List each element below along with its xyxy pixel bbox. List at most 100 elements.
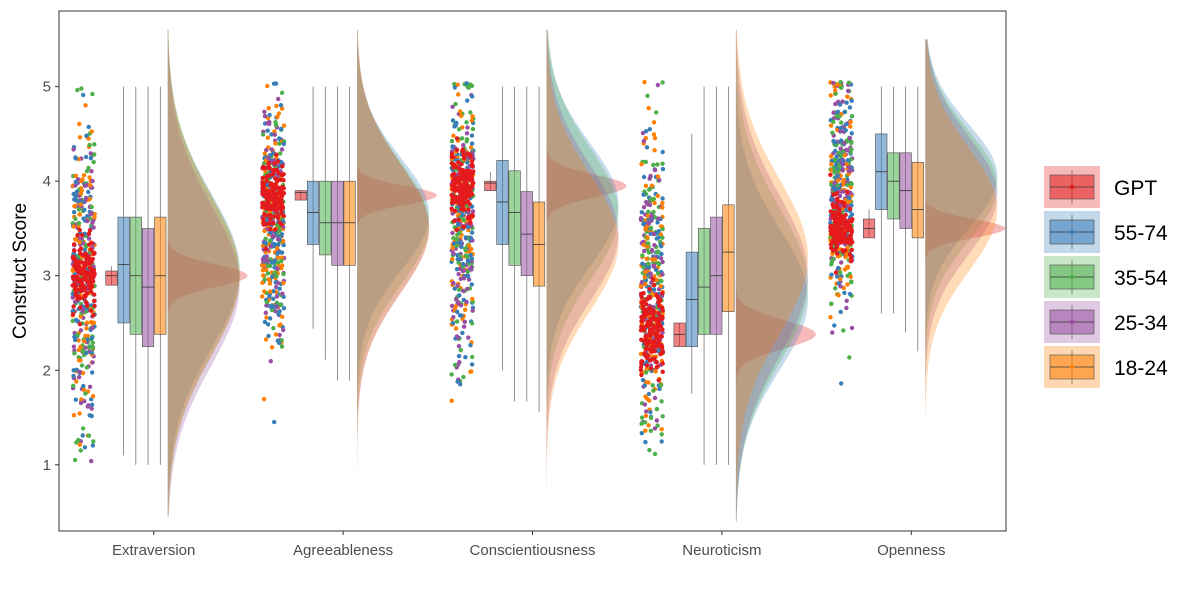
point-25-34 [844,305,849,311]
point-55-74 [639,431,644,436]
point-35-54 [655,260,661,266]
box [331,180,344,266]
point-35-54 [458,348,463,353]
point-18-24 [83,333,88,339]
point-gpt [79,277,85,283]
point-55-74 [837,102,843,107]
point-gpt [459,192,464,197]
point-gpt [271,214,277,219]
point-18-24 [828,154,834,159]
point-35-54 [837,270,843,275]
point-18-24 [265,135,270,140]
point-35-54 [654,110,659,115]
point-25-34 [845,88,851,94]
point-gpt [76,267,82,272]
point-18-24 [450,257,455,262]
point-55-74 [642,383,647,388]
point-35-54 [839,120,844,125]
point-35-54 [833,91,838,96]
point-25-34 [655,82,661,88]
point-35-54 [464,137,470,142]
point-gpt [643,302,649,307]
point-25-34 [840,99,845,104]
point-gpt [838,233,844,239]
point-35-54 [839,85,844,90]
point-35-54 [643,159,648,165]
point-35-54 [75,254,81,259]
point-25-34 [838,146,843,151]
point-55-74 [278,103,284,108]
point-35-54 [832,170,837,175]
point-35-54 [643,370,649,375]
point-gpt [652,349,657,354]
point-gpt [72,248,77,253]
point-18-24 [453,326,459,331]
point-55-74 [82,207,87,212]
point-gpt [280,164,285,169]
boxplot-25-34 [331,86,344,381]
point-gpt [88,289,94,294]
point-gpt [657,344,663,349]
point-gpt [451,219,457,224]
point-55-74 [844,208,849,213]
point-35-54 [655,162,660,167]
point-gpt [271,198,276,203]
jitter-points-neuroticism [638,79,666,457]
point-18-24 [77,121,82,127]
plot-area [70,29,1006,522]
point-18-24 [281,280,286,286]
point-gpt [460,149,465,154]
boxplot-35-54 [129,86,142,465]
point-35-54 [470,354,475,360]
point-35-54 [80,349,86,354]
point-55-74 [268,304,274,310]
point-gpt [461,224,466,230]
point-gpt [84,254,89,260]
point-55-74 [458,382,463,387]
point-gpt [451,178,456,183]
point-18-24 [267,277,272,283]
point-25-34 [264,303,269,308]
point-25-34 [87,384,93,389]
point-55-74 [82,445,88,450]
point-gpt [78,246,84,251]
point-55-74 [84,350,89,356]
point-35-54 [454,319,460,324]
point-gpt [275,200,280,206]
density-gpt [546,124,627,248]
density-gpt [735,266,816,399]
point-55-74 [832,140,838,145]
point-35-54 [451,235,456,241]
point-25-34 [269,147,274,152]
point-25-34 [837,193,843,199]
point-18-24 [643,183,649,188]
y-tick-label: 1 [43,457,51,474]
density-18-24 [546,29,619,494]
point-gpt [833,211,839,216]
point-gpt [848,241,853,246]
point-25-34 [641,205,647,210]
point-35-54 [454,237,460,242]
point-gpt [650,277,656,282]
point-gpt [454,227,459,233]
point-gpt [641,309,647,315]
point-gpt [650,310,656,316]
point-gpt [265,199,270,204]
point-18-24 [469,118,474,123]
density-35-54 [735,29,808,522]
point-gpt [262,189,268,194]
point-18-24 [460,125,465,130]
point-55-74 [267,153,273,158]
point-gpt [639,337,644,342]
point-gpt [644,297,649,302]
point-gpt [848,259,854,264]
point-55-74 [842,290,847,295]
point-18-24 [275,255,281,260]
point-55-74 [452,85,457,90]
point-18-24 [278,322,283,327]
point-55-74 [82,248,88,253]
point-18-24 [262,228,267,234]
point-gpt [79,232,85,238]
point-gpt [279,211,284,216]
point-gpt [639,361,644,366]
